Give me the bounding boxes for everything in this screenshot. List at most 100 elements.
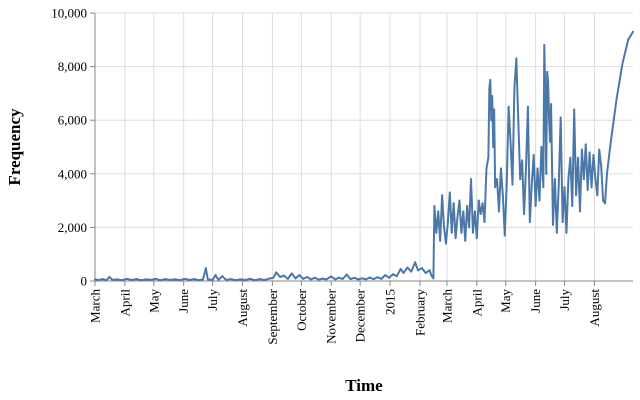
data-point bbox=[448, 191, 451, 194]
data-point bbox=[569, 156, 572, 159]
data-point bbox=[229, 278, 232, 281]
data-point bbox=[555, 231, 558, 234]
data-point bbox=[454, 237, 457, 240]
data-point bbox=[487, 156, 490, 159]
data-point bbox=[108, 275, 111, 278]
data-point bbox=[481, 202, 484, 205]
data-point bbox=[496, 178, 499, 181]
data-point bbox=[450, 231, 453, 234]
data-point bbox=[577, 156, 580, 159]
data-point bbox=[462, 210, 465, 213]
data-point bbox=[149, 278, 152, 281]
data-point bbox=[492, 146, 495, 148]
data-point bbox=[272, 276, 275, 279]
data-point bbox=[584, 143, 587, 146]
x-tick-label: December bbox=[353, 288, 368, 342]
data-point bbox=[598, 148, 601, 151]
y-tick-label: 10,000 bbox=[51, 6, 87, 21]
data-point bbox=[578, 210, 581, 213]
x-tick-label: 2015 bbox=[383, 289, 398, 315]
data-point bbox=[604, 202, 607, 205]
data-point bbox=[456, 215, 459, 218]
data-point bbox=[615, 97, 618, 100]
data-point bbox=[279, 275, 282, 278]
data-point bbox=[497, 210, 500, 213]
data-point bbox=[499, 167, 502, 170]
data-point bbox=[234, 279, 237, 282]
data-point bbox=[239, 278, 242, 281]
data-point bbox=[211, 278, 214, 281]
data-point bbox=[353, 276, 356, 279]
data-point bbox=[540, 146, 543, 148]
x-tick-label: November bbox=[324, 288, 339, 344]
data-point bbox=[125, 277, 128, 280]
data-point bbox=[437, 210, 440, 213]
data-point bbox=[164, 278, 167, 281]
data-point bbox=[298, 274, 301, 277]
data-point bbox=[154, 277, 157, 280]
data-point bbox=[435, 231, 438, 234]
data-point bbox=[588, 151, 591, 154]
x-tick-label: March bbox=[439, 289, 454, 323]
data-point bbox=[376, 276, 379, 279]
data-point bbox=[483, 221, 486, 224]
data-point bbox=[475, 237, 478, 240]
series-layer bbox=[94, 30, 634, 282]
data-point bbox=[494, 186, 497, 189]
data-point bbox=[586, 188, 589, 191]
y-tick-label: 0 bbox=[81, 274, 88, 289]
data-point bbox=[443, 226, 446, 229]
data-point bbox=[621, 62, 624, 65]
data-point bbox=[309, 278, 312, 281]
data-point bbox=[275, 271, 278, 274]
x-tick-label: July bbox=[557, 289, 572, 311]
x-tick-label: July bbox=[205, 289, 220, 311]
data-point bbox=[380, 277, 383, 280]
x-tick-label: February bbox=[412, 289, 427, 336]
data-point bbox=[521, 159, 524, 162]
data-point bbox=[534, 204, 537, 207]
data-point bbox=[221, 275, 224, 278]
x-tick-label: April bbox=[469, 289, 484, 317]
x-tick-label: June bbox=[176, 289, 191, 313]
data-point bbox=[600, 164, 603, 167]
data-point bbox=[432, 277, 435, 280]
data-point bbox=[145, 278, 148, 281]
data-point bbox=[244, 278, 247, 281]
data-point bbox=[433, 204, 436, 207]
y-tick-label: 8,000 bbox=[58, 59, 87, 74]
data-point bbox=[263, 278, 266, 281]
data-point bbox=[575, 194, 578, 197]
data-point bbox=[479, 213, 482, 215]
data-point bbox=[121, 279, 123, 282]
data-point bbox=[452, 202, 455, 205]
data-point bbox=[399, 267, 402, 270]
data-point bbox=[286, 277, 289, 280]
data-point bbox=[460, 231, 463, 234]
data-point bbox=[553, 178, 556, 181]
data-point bbox=[441, 194, 444, 197]
data-point bbox=[557, 183, 560, 186]
data-point bbox=[313, 276, 316, 279]
data-point bbox=[428, 269, 431, 272]
data-point bbox=[391, 273, 394, 276]
data-point bbox=[547, 81, 550, 84]
data-point bbox=[446, 221, 449, 224]
data-point bbox=[169, 278, 172, 281]
data-point bbox=[602, 199, 605, 202]
data-point bbox=[561, 221, 564, 224]
data-point bbox=[501, 194, 504, 197]
data-point bbox=[530, 183, 533, 186]
x-tick-label: March bbox=[88, 289, 103, 323]
data-point bbox=[573, 108, 576, 111]
data-point bbox=[517, 119, 520, 122]
data-point bbox=[174, 278, 177, 281]
data-point bbox=[368, 276, 371, 279]
data-point bbox=[414, 261, 417, 264]
data-point bbox=[458, 199, 461, 202]
x-tick-label: September bbox=[265, 288, 280, 344]
data-point bbox=[201, 278, 204, 281]
data-point bbox=[217, 278, 220, 281]
